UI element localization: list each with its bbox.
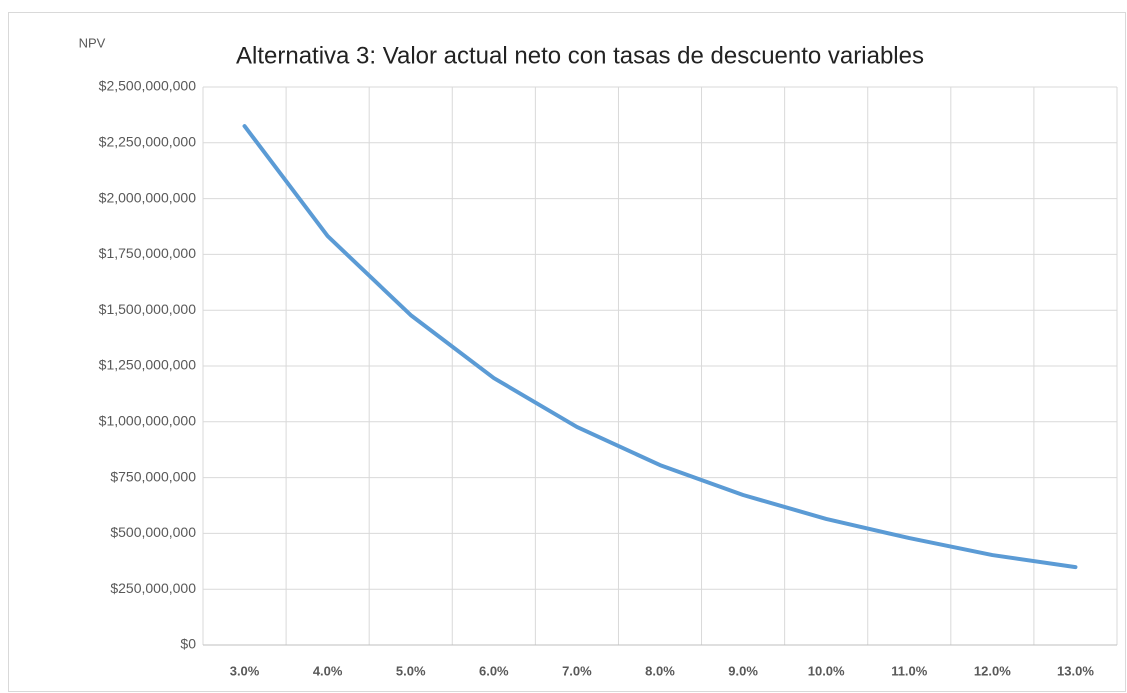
y-tick-label: $2,250,000,000 (99, 134, 197, 150)
y-axis-label: NPV (79, 35, 106, 50)
y-tick-label: $1,250,000,000 (99, 357, 197, 373)
y-tick-label: $1,000,000,000 (99, 413, 197, 429)
y-tick-label: $0 (180, 636, 196, 652)
x-tick-label: 6.0% (479, 663, 509, 678)
y-tick-label: $1,750,000,000 (99, 245, 197, 261)
x-tick-label: 9.0% (728, 663, 758, 678)
x-tick-label: 13.0% (1057, 663, 1094, 678)
x-tick-label: 5.0% (396, 663, 426, 678)
y-tick-label: $500,000,000 (110, 524, 196, 540)
x-tick-label: 11.0% (891, 663, 928, 678)
chart-title: Alternativa 3: Valor actual neto con tas… (236, 42, 924, 69)
x-tick-label: 10.0% (808, 663, 845, 678)
series-line (242, 124, 1078, 570)
y-tick-label: $2,000,000,000 (99, 189, 197, 205)
x-tick-label: 8.0% (645, 663, 675, 678)
y-tick-label: $2,500,000,000 (99, 78, 197, 94)
y-tick-label: $750,000,000 (110, 468, 196, 484)
x-tick-label: 7.0% (562, 663, 592, 678)
x-tick-label: 12.0% (974, 663, 1011, 678)
chart-frame (8, 12, 1126, 692)
y-tick-label: $250,000,000 (110, 580, 196, 596)
x-tick-label: 4.0% (313, 663, 343, 678)
y-tick-label: $1,500,000,000 (99, 301, 197, 317)
x-tick-label: 3.0% (230, 663, 260, 678)
